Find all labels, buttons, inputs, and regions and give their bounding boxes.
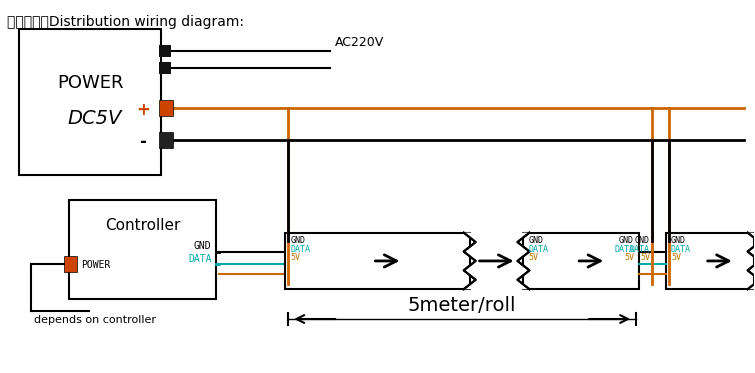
Polygon shape xyxy=(159,45,171,57)
Polygon shape xyxy=(523,233,639,289)
Text: DATA: DATA xyxy=(630,245,650,254)
Polygon shape xyxy=(517,233,529,289)
Text: 5V: 5V xyxy=(671,254,681,263)
Text: GND: GND xyxy=(528,236,544,245)
Text: 配电接线图Distribution wiring diagram:: 配电接线图Distribution wiring diagram: xyxy=(8,15,245,29)
Polygon shape xyxy=(747,233,755,289)
Text: -: - xyxy=(140,133,146,151)
Text: GND: GND xyxy=(619,236,634,245)
Text: POWER: POWER xyxy=(57,74,123,92)
Text: 5meter/roll: 5meter/roll xyxy=(408,296,516,315)
Polygon shape xyxy=(159,62,171,74)
Text: Controller: Controller xyxy=(105,218,180,233)
Text: 5V: 5V xyxy=(291,254,300,263)
Polygon shape xyxy=(64,257,77,272)
Text: depends on controller: depends on controller xyxy=(34,315,156,325)
Text: 5V: 5V xyxy=(528,254,538,263)
Text: GND: GND xyxy=(635,236,650,245)
Text: AC220V: AC220V xyxy=(335,36,384,49)
Text: DATA: DATA xyxy=(188,254,211,264)
Polygon shape xyxy=(666,233,753,289)
Text: GND: GND xyxy=(671,236,686,245)
Polygon shape xyxy=(20,29,161,175)
Polygon shape xyxy=(285,233,470,289)
Text: GND: GND xyxy=(291,236,305,245)
Text: GND: GND xyxy=(194,241,211,251)
Polygon shape xyxy=(159,132,173,148)
Text: 5V: 5V xyxy=(640,254,650,263)
Text: DATA: DATA xyxy=(671,245,691,254)
Text: 5V: 5V xyxy=(624,254,634,263)
Polygon shape xyxy=(159,100,173,116)
Text: DC5V: DC5V xyxy=(68,109,122,128)
Polygon shape xyxy=(69,200,216,299)
Text: DATA: DATA xyxy=(528,245,548,254)
Text: DATA: DATA xyxy=(291,245,310,254)
Text: POWER: POWER xyxy=(81,260,110,270)
Polygon shape xyxy=(464,233,476,289)
Text: +: + xyxy=(136,101,149,119)
Text: DATA: DATA xyxy=(614,245,634,254)
